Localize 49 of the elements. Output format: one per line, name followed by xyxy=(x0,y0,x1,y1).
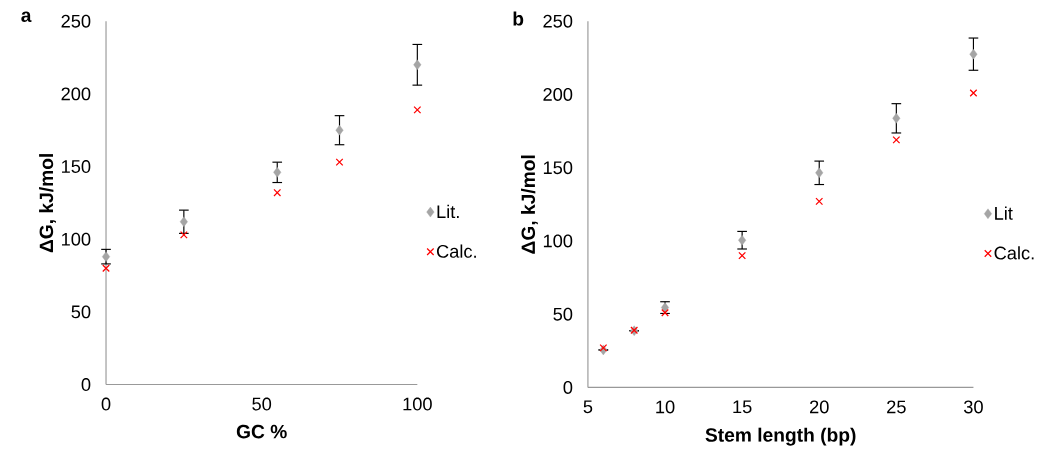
legend-label: Lit. xyxy=(437,204,459,219)
x-tick-label: 15 xyxy=(733,400,752,414)
point xyxy=(815,167,824,179)
y-axis-title: ΔG, kJ/mol xyxy=(520,155,538,254)
y-tick-label: 150 xyxy=(543,161,573,175)
point xyxy=(599,344,608,352)
point xyxy=(335,125,344,136)
point xyxy=(102,264,110,273)
legend-label: Calc. xyxy=(994,246,1034,260)
legend-label: Calc. xyxy=(436,244,476,259)
x-axis-title: Stem length (bp) xyxy=(705,427,856,446)
point xyxy=(179,216,188,228)
point xyxy=(969,49,978,60)
x-tick-label: 100 xyxy=(403,397,432,411)
y-tick-label: 0 xyxy=(563,381,573,395)
point xyxy=(815,197,824,206)
y-tick-label: 50 xyxy=(71,305,91,319)
y-tick-label: 100 xyxy=(543,234,573,248)
legend-label: Lit xyxy=(995,206,1013,220)
point xyxy=(892,113,901,124)
y-tick-label: 50 xyxy=(553,307,573,321)
x-tick-label: 25 xyxy=(887,400,906,414)
x-tick-label: 0 xyxy=(101,397,111,411)
point xyxy=(413,59,422,71)
point xyxy=(892,136,901,144)
y-tick-label: 200 xyxy=(543,88,573,102)
y-tick-label: 100 xyxy=(62,232,91,246)
point xyxy=(335,158,344,167)
x-tick-label: 20 xyxy=(810,400,829,414)
x-tick-label: 50 xyxy=(252,397,272,411)
y-tick-label: 250 xyxy=(543,14,573,28)
chart-title: b xyxy=(513,11,524,26)
x-tick-label: 5 xyxy=(583,400,593,414)
point xyxy=(179,231,188,239)
point xyxy=(273,167,282,178)
x-tick-label: 30 xyxy=(963,400,983,414)
y-tick-label: 200 xyxy=(61,87,91,101)
point xyxy=(738,235,747,246)
point xyxy=(969,89,978,98)
y-axis-title: ΔG, kJ/mol xyxy=(39,154,56,253)
x-axis-title: GC % xyxy=(236,424,287,439)
y-tick-label: 0 xyxy=(81,378,91,392)
y-tick-label: 150 xyxy=(62,160,91,174)
y-tick-label: 250 xyxy=(61,14,91,28)
chart-title: a xyxy=(21,11,32,23)
point xyxy=(413,106,422,114)
point xyxy=(273,188,282,197)
point xyxy=(738,251,747,260)
x-tick-label: 10 xyxy=(656,400,675,414)
